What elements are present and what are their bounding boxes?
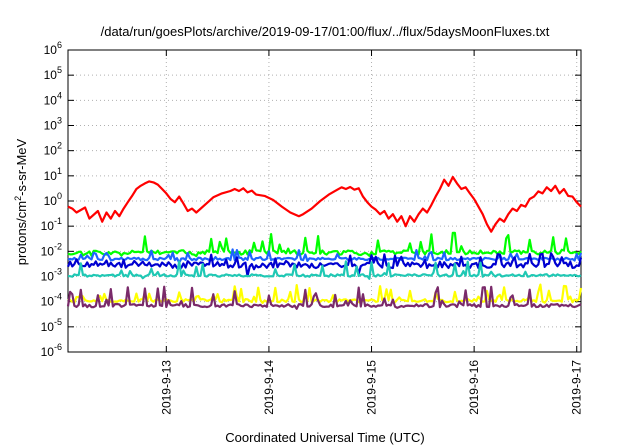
- y-axis-label-superscript: 2: [13, 196, 23, 201]
- series-line-1: [67, 175, 582, 233]
- series-group: [66, 175, 583, 310]
- series-line-7: [66, 285, 582, 310]
- y-tick-label: 10-5: [41, 317, 62, 334]
- x-tick-label: 2019-9-15: [365, 360, 379, 415]
- y-tick-label: 106: [44, 40, 62, 57]
- x-tick-label: 2019-9-16: [467, 360, 481, 415]
- y-axis-label: protons/cm2-s-sr-MeV: [13, 138, 29, 265]
- y-tick-label: 10-2: [41, 241, 62, 258]
- y-axis-label-suffix: -s-sr-MeV: [14, 138, 29, 195]
- series-line-4: [66, 252, 583, 278]
- y-tick-label: 10-6: [41, 342, 62, 359]
- chart-title: /data/run/goesPlots/archive/2019-09-17/0…: [101, 24, 550, 39]
- x-tick-label: 2019-9-13: [159, 360, 173, 415]
- x-tick-label: 2019-9-17: [570, 360, 584, 415]
- x-tick-label: 2019-9-14: [262, 360, 276, 415]
- y-tick-label: 10-4: [41, 292, 62, 309]
- y-tick-label: 10-1: [41, 216, 62, 233]
- y-tick-label: 104: [44, 90, 62, 107]
- y-tick-label: 105: [44, 65, 62, 82]
- x-axis: 2019-9-13 2019-9-14 2019-9-15 2019-9-16 2019…: [159, 50, 584, 415]
- series-line-5: [67, 260, 582, 280]
- x-axis-label: Coordinated Universal Time (UTC): [225, 430, 424, 445]
- y-tick-label: 103: [44, 116, 62, 133]
- y-tick-label: 10-3: [41, 267, 62, 284]
- y-axis-label-prefix: protons/cm: [14, 201, 29, 265]
- y-tick-label: 102: [44, 141, 62, 158]
- y-tick-label: 100: [44, 191, 62, 208]
- y-tick-label: 101: [44, 166, 62, 183]
- y-axis: 10-6 10-5 10-4 10-3 10-2 10-1 100 101 102 103 104 1…: [41, 40, 581, 359]
- series-line-6: [67, 283, 583, 305]
- series-line-2: [67, 231, 582, 258]
